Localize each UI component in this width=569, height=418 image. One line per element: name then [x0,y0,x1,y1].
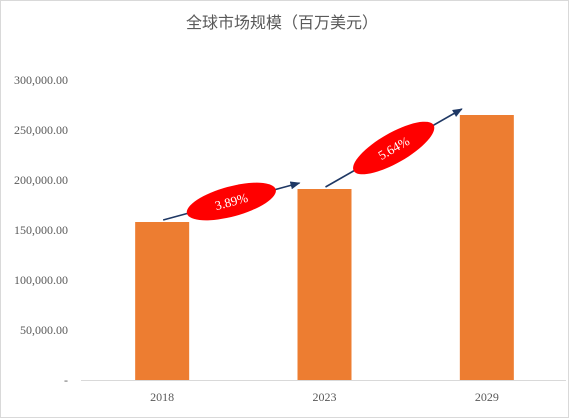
y-tick-label: 100,000.00 [14,273,68,287]
bar-2023 [297,189,352,380]
y-tick-label: 250,000.00 [14,123,68,137]
bar-2029 [459,115,514,380]
y-tick-label: - [64,373,68,387]
growth-badge: 5.64% [353,121,435,175]
growth-annotations: 3.89% 5.64% [162,108,463,221]
y-tick-label: 200,000.00 [14,173,68,187]
x-tick-label: 2023 [313,390,337,404]
bar-2018 [135,222,190,380]
x-tick-label: 2018 [150,390,174,404]
x-tick-label: 2029 [475,390,499,404]
y-axis: - 50,000.00 100,000.00 150,000.00 200,000.00… [14,73,68,387]
growth-badge: 3.89% [186,182,276,221]
x-axis: 2018 2023 2029 [150,390,499,404]
bar-series [135,115,514,380]
y-tick-label: 50,000.00 [20,323,68,337]
y-tick-label: 300,000.00 [14,73,68,87]
y-tick-label: 150,000.00 [14,223,68,237]
chart-title: 全球市场规模（百万美元） [186,13,378,32]
growth-ellipse [353,121,435,175]
growth-ellipse [186,182,276,221]
